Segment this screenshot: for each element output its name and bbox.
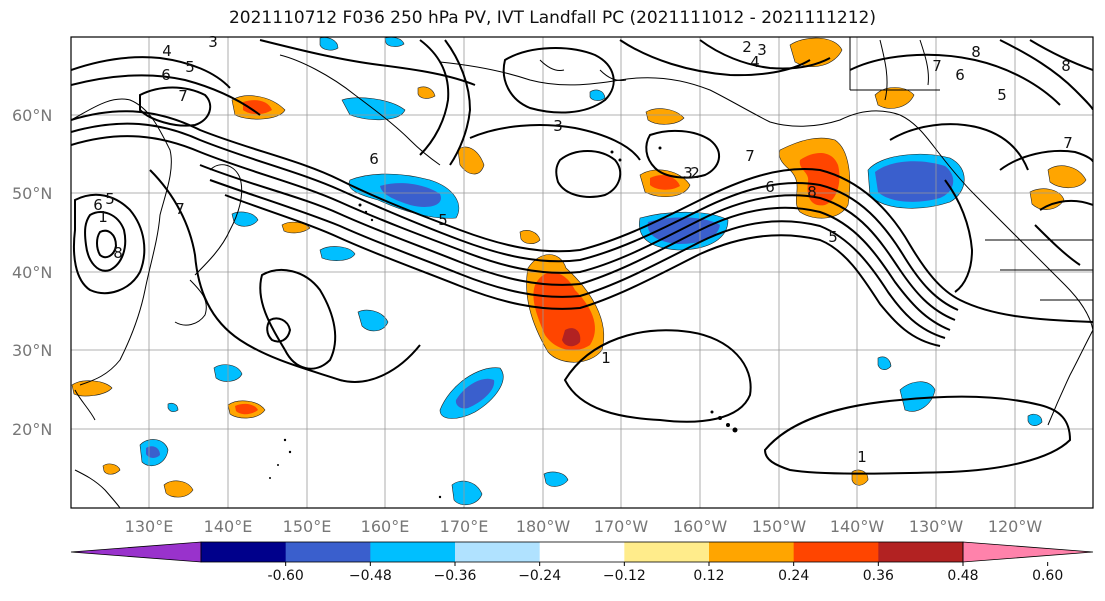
- positive-anomaly-region: [71, 37, 1087, 498]
- alaska-coast-detail: [539, 37, 1093, 301]
- colorbar-segment: [878, 542, 964, 562]
- colorbar-tick-label: 0.48: [947, 568, 978, 584]
- colorbar-extend-low: [70, 541, 202, 563]
- colorbar-extend-high: [962, 541, 1094, 563]
- island-markers: [269, 146, 738, 499]
- contour-label: 3: [553, 117, 563, 135]
- colorbar-segment: [201, 542, 287, 562]
- colorbar-ticks: -0.60 −0.48 −0.36 −0.24 −0.12 0.12 0.24 0.36 0.4…: [268, 562, 1063, 584]
- contour-label: 5: [185, 58, 195, 76]
- contour-label: 3: [208, 33, 218, 51]
- lat-label: 40°N: [12, 263, 52, 282]
- colorbar-border: [200, 541, 964, 563]
- colorbar-segment: [709, 542, 795, 562]
- contour-label: 6: [93, 196, 103, 214]
- lon-label: 170°W: [594, 517, 649, 536]
- contour-label: 7: [175, 200, 185, 218]
- graticule: [71, 37, 1093, 508]
- contour-label: 3: [683, 164, 693, 182]
- contour-label: 5: [997, 86, 1007, 104]
- colorbar-tick-label: 0.36: [863, 568, 894, 584]
- pv-contours: [71, 39, 1093, 475]
- colorbar-segment: [539, 542, 625, 562]
- contour-label: 6: [765, 178, 775, 196]
- contour-label: 8: [1061, 57, 1071, 75]
- contour-label: 6: [955, 66, 965, 84]
- contour-label: 4: [162, 42, 172, 60]
- colorbar-tick-label: −0.24: [518, 568, 561, 584]
- lon-label: 150°W: [752, 517, 807, 536]
- lat-label: 60°N: [12, 106, 52, 125]
- contour-label: 5: [105, 190, 115, 208]
- colorbar-segment: [624, 542, 710, 562]
- longitude-axis: 130°E 140°E 150°E 160°E 170°E 180°W 170°…: [125, 517, 1043, 536]
- contour-label: 3: [757, 41, 767, 59]
- colorbar-segment: [370, 542, 456, 562]
- map-title: 2021110712 F036 250 hPa PV, IVT Landfall…: [228, 8, 876, 28]
- colorbar-segment: [793, 542, 879, 562]
- colorbar-tick-label: −0.12: [603, 568, 646, 584]
- contour-label: 7: [178, 87, 188, 105]
- lon-label: 140°W: [830, 517, 885, 536]
- contour-label: 4: [750, 53, 760, 71]
- lon-label: 160°E: [361, 517, 410, 536]
- colorbar-tick-label: 0.12: [693, 568, 724, 584]
- lon-label: 170°E: [440, 517, 489, 536]
- lon-label: 140°E: [204, 517, 253, 536]
- latitude-axis: 60°N 50°N 40°N 30°N 20°N: [12, 106, 52, 439]
- contour-label: 8: [971, 43, 981, 61]
- contour-label: 2: [742, 38, 752, 56]
- contour-label: 1: [601, 349, 611, 367]
- plot-frame: [70, 36, 1094, 509]
- colorbar-tick-label: −0.36: [434, 568, 477, 584]
- contour-label: 2: [690, 164, 700, 182]
- contour-label: 5: [438, 211, 448, 229]
- lon-label: 180°W: [516, 517, 571, 536]
- contour-label: 1: [857, 448, 867, 466]
- contour-label: 1: [98, 208, 108, 226]
- contour-label: 5: [828, 228, 838, 246]
- contour-label: 6: [369, 150, 379, 168]
- contour-label: 8: [113, 244, 123, 262]
- contour-label: 8: [807, 183, 817, 201]
- lon-label: 150°E: [283, 517, 332, 536]
- contour-label: 7: [932, 57, 942, 75]
- lat-label: 20°N: [12, 420, 52, 439]
- colorbar-tick-label: 0.60: [1032, 568, 1063, 584]
- lon-label: 160°W: [673, 517, 728, 536]
- contour-label: 7: [745, 147, 755, 165]
- contour-label: 7: [1063, 134, 1073, 152]
- lat-label: 30°N: [12, 341, 52, 360]
- lon-label: 130°W: [909, 517, 964, 536]
- colorbar-segment: [285, 542, 371, 562]
- lon-label: 120°W: [988, 517, 1043, 536]
- colorbar: [70, 541, 1094, 563]
- contour-label: 6: [161, 66, 171, 84]
- colorbar-tick-label: -0.60: [268, 568, 304, 584]
- colorbar-tick-label: 0.24: [778, 568, 809, 584]
- colorbar-tick-label: −0.48: [349, 568, 392, 584]
- lon-label: 130°E: [125, 517, 174, 536]
- colorbar-segment: [455, 542, 541, 562]
- lat-label: 50°N: [12, 184, 52, 203]
